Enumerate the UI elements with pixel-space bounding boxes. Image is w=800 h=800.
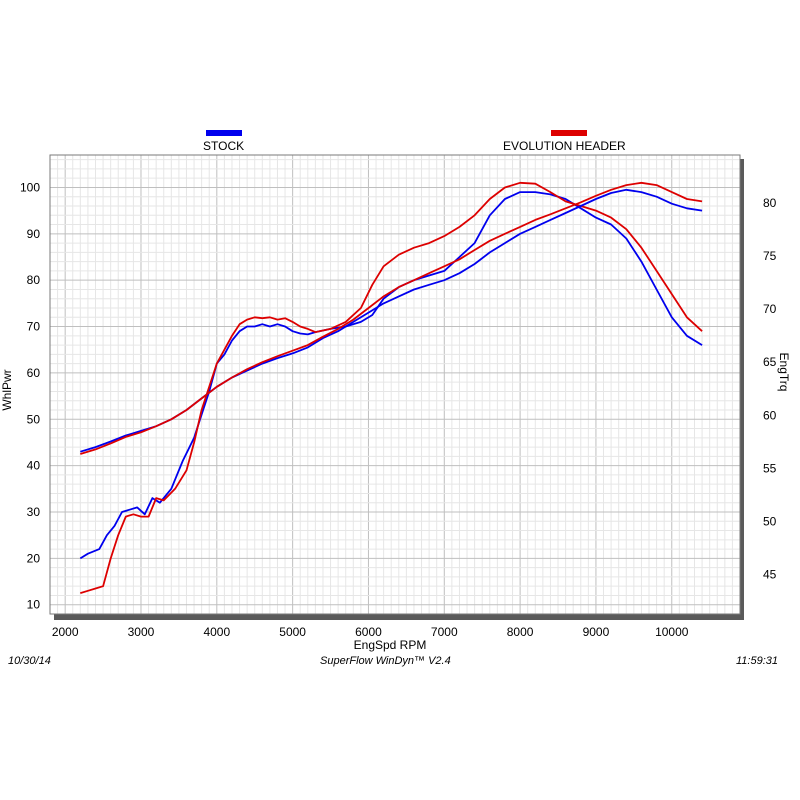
series-line-stock-power <box>79 191 703 560</box>
footer-time: 11:59:31 <box>736 655 779 667</box>
x-tick-label: 4000 <box>203 625 230 639</box>
y-right-tick-label: 55 <box>763 461 777 475</box>
y-left-tick-label: 60 <box>27 366 41 380</box>
x-tick-label: 10000 <box>655 625 689 639</box>
y-right-tick-label: 80 <box>763 196 777 210</box>
axes <box>49 154 741 615</box>
legend-label-evolution-header: EVOLUTION HEADER <box>503 139 626 153</box>
series-line-evolution-header-torque <box>80 181 703 455</box>
plot-border <box>49 154 741 615</box>
y-axis-right-label: EngTrq <box>777 353 791 392</box>
legend-swatch-evolution-header <box>551 130 587 136</box>
y-left-tick-label: 50 <box>27 412 41 426</box>
x-tick-label: 3000 <box>128 625 155 639</box>
x-tick-label: 7000 <box>431 625 458 639</box>
plot-area <box>50 155 740 614</box>
y-left-tick-label: 20 <box>27 551 41 565</box>
x-tick-label: 2000 <box>52 625 79 639</box>
series <box>79 181 703 594</box>
y-left-tick-label: 10 <box>27 598 41 612</box>
y-right-tick-label: 75 <box>763 249 777 263</box>
y-right-tick-label: 70 <box>763 302 777 316</box>
tick-labels: 2000 3000 4000 5000 6000 7000 8000 9000 10000 10 2… <box>20 180 777 639</box>
x-tick-label: 6000 <box>355 625 382 639</box>
y-left-tick-label: 30 <box>27 505 41 519</box>
footer-date: 10/30/14 <box>8 655 51 667</box>
legend-swatch-stock <box>206 130 242 136</box>
grid <box>50 155 741 614</box>
x-tick-label: 8000 <box>507 625 534 639</box>
y-right-tick-label: 65 <box>763 355 777 369</box>
y-left-tick-label: 90 <box>27 227 41 241</box>
legend-label-stock: STOCK <box>203 139 245 153</box>
x-tick-label: 5000 <box>279 625 306 639</box>
footer-software: SuperFlow WinDyn™ V2.4 <box>320 655 451 667</box>
y-right-tick-label: 45 <box>763 568 777 582</box>
y-right-tick-label: 50 <box>763 515 777 529</box>
series-line-evolution-header-power <box>80 181 703 594</box>
y-left-tick-label: 40 <box>27 459 41 473</box>
y-left-tick-label: 70 <box>27 320 41 334</box>
y-left-tick-label: 80 <box>27 273 41 287</box>
x-tick-label: 9000 <box>583 625 610 639</box>
x-axis-label: EngSpd RPM <box>354 638 427 652</box>
y-right-tick-label: 60 <box>763 408 777 422</box>
y-left-tick-label: 100 <box>20 180 40 194</box>
y-axis-left-label: WhlPwr <box>0 369 14 410</box>
